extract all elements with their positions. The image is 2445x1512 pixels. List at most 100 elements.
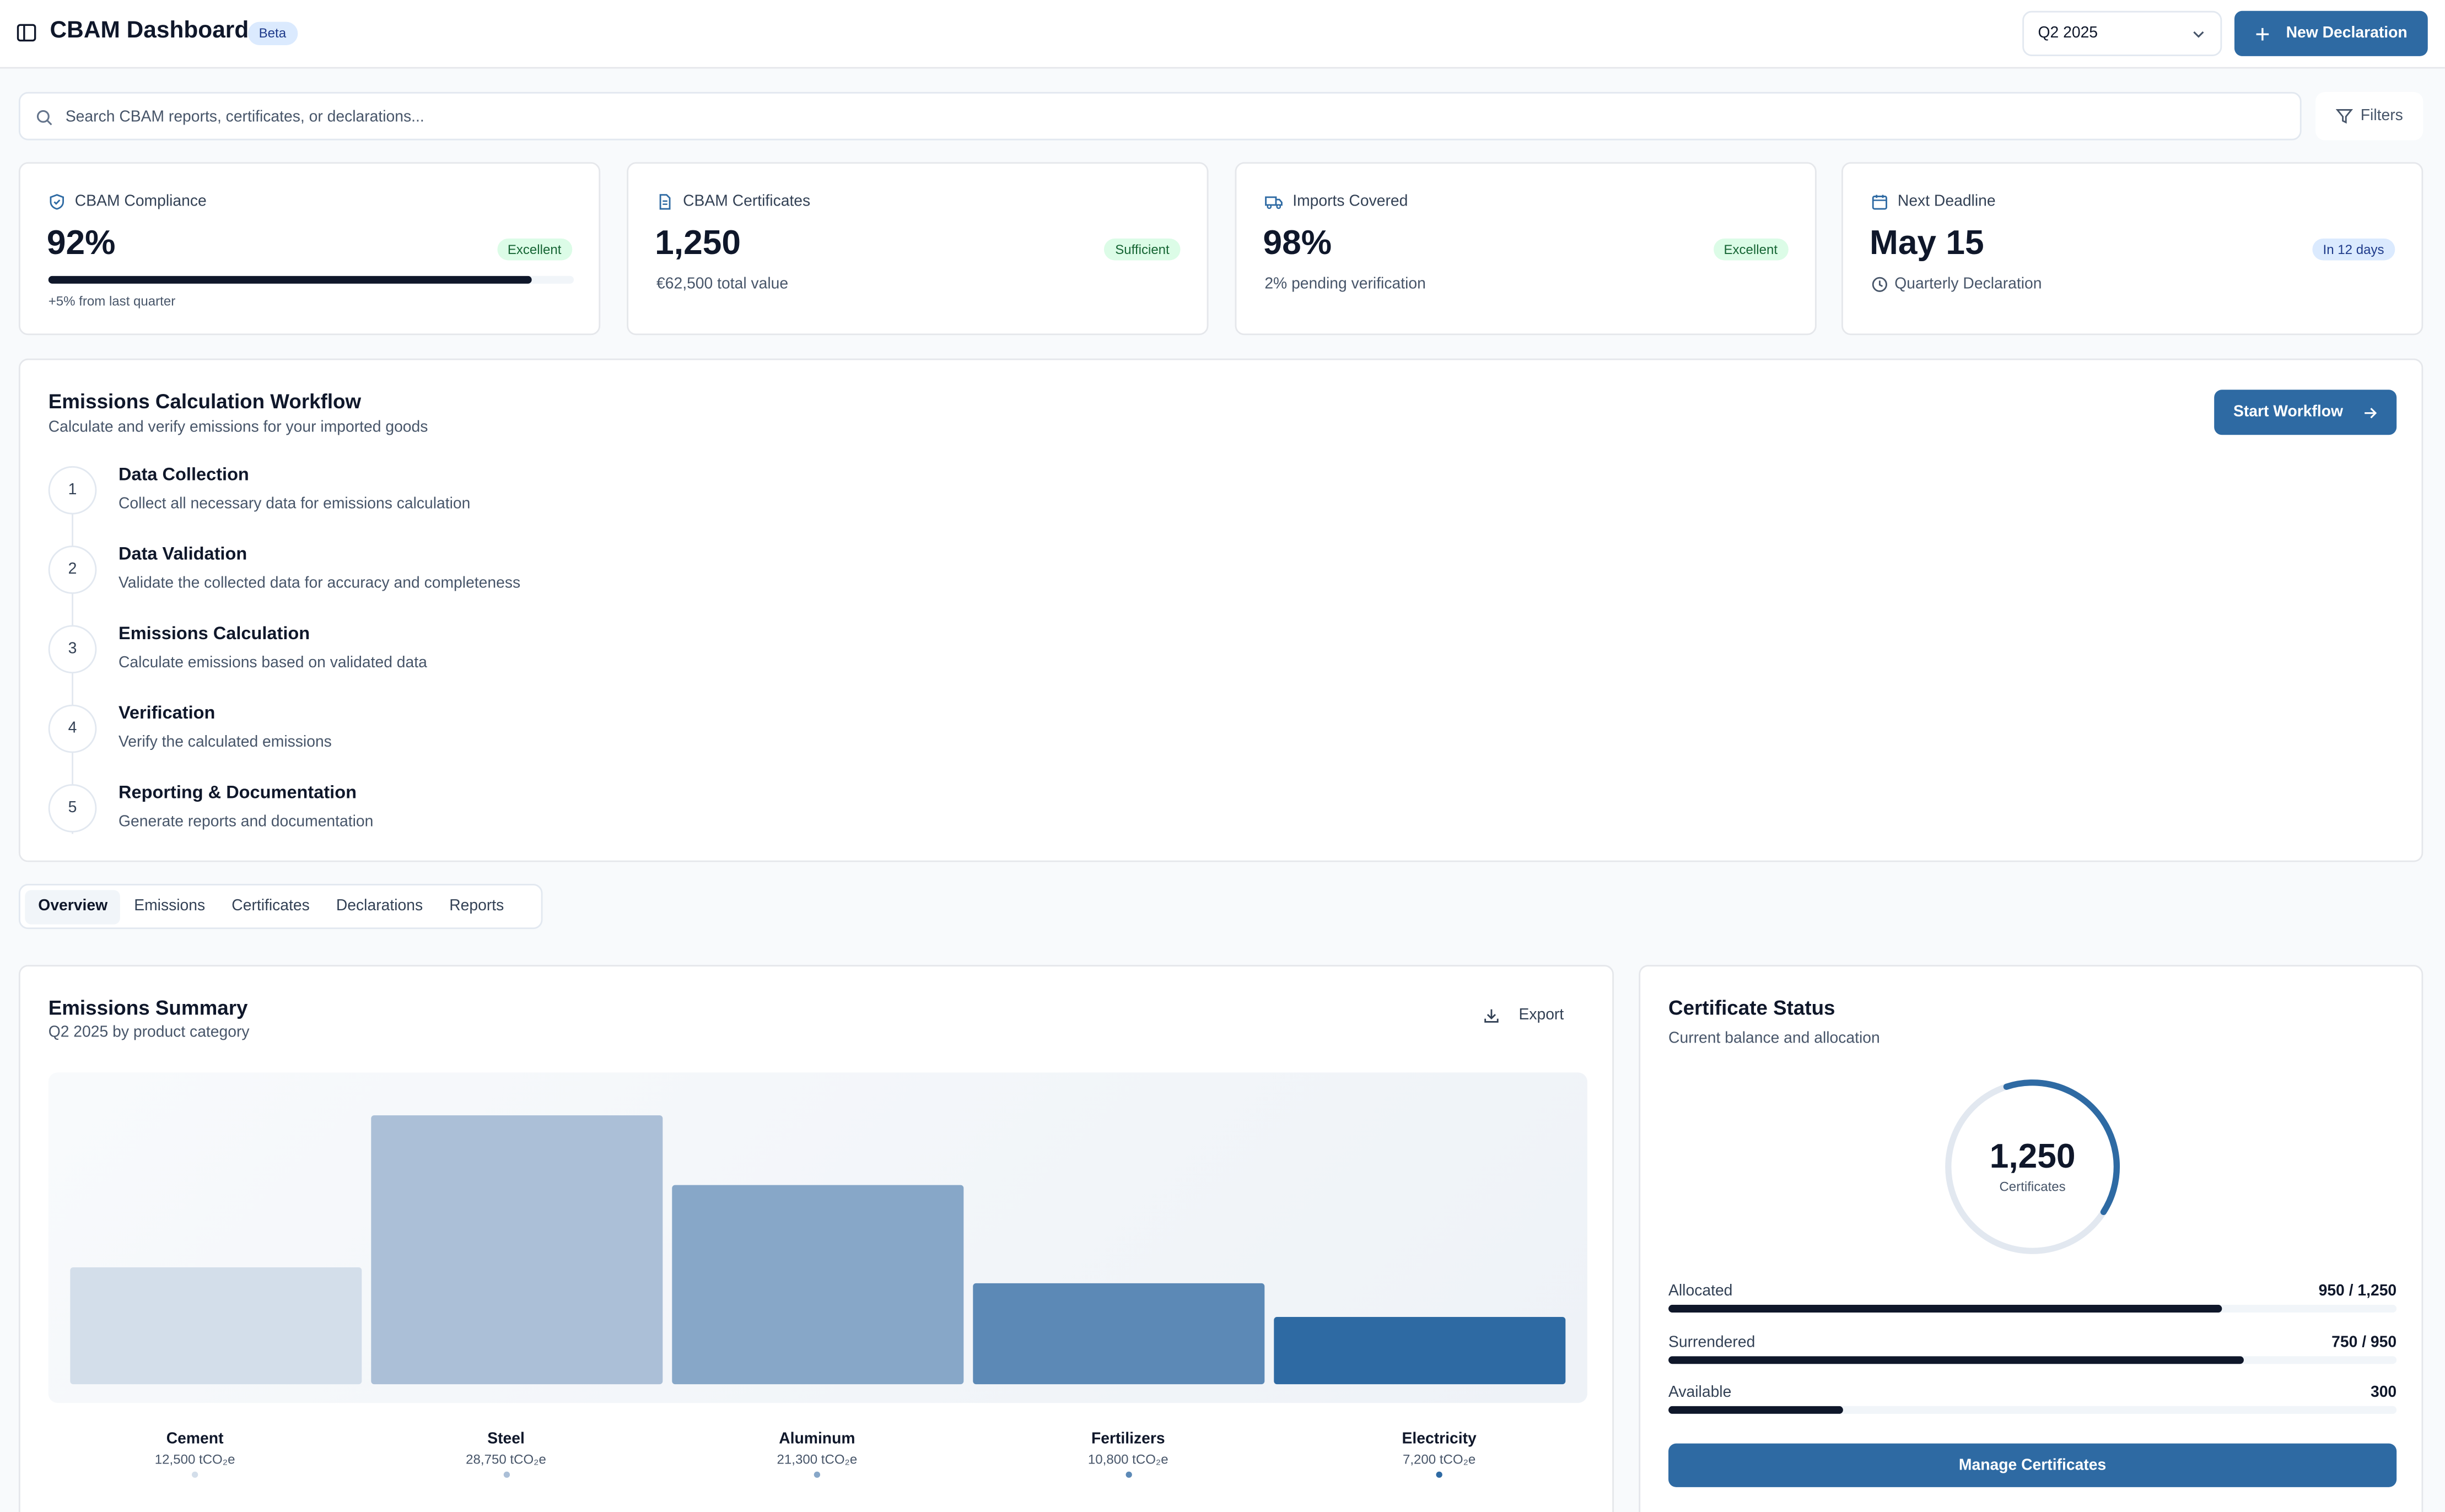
category-value: 28,750 tCO₂e [466, 1451, 546, 1467]
manage-certificates-button[interactable]: Manage Certificates [1668, 1443, 2397, 1487]
period-select-value: Q2 2025 [2038, 25, 2098, 42]
allocated-label: Allocated [1668, 1283, 1733, 1300]
view-tabs: Overview Emissions Certificates Declarat… [18, 884, 543, 930]
export-button[interactable]: Export [1483, 1007, 1564, 1024]
filters-label: Filters [2360, 107, 2403, 125]
calendar-icon [1872, 195, 1887, 210]
workflow-step[interactable]: 1 Data Collection Collect all necessary … [48, 466, 984, 528]
step-number: 5 [48, 784, 97, 833]
emissions-subtitle: Q2 2025 by product category [48, 1024, 250, 1041]
arrow-right-icon [2364, 407, 2377, 418]
allocated-row: Allocated 950 / 1,250 [1668, 1283, 2397, 1313]
imports-label: Imports Covered [1292, 193, 1408, 210]
search-input[interactable] [65, 102, 2249, 131]
compliance-card: CBAM Compliance 92% Excellent +5% from l… [18, 162, 601, 336]
bar-fertilizers[interactable] [973, 1283, 1265, 1385]
imports-status-badge: Excellent [1712, 238, 1789, 261]
category-value: 12,500 tCO₂e [154, 1451, 235, 1467]
workflow-subtitle: Calculate and verify emissions for your … [48, 419, 428, 437]
search-icon [36, 110, 52, 126]
deadline-countdown-badge: In 12 days [2312, 238, 2395, 261]
search-bar [18, 91, 2302, 141]
allocated-bar [1668, 1304, 2397, 1313]
workflow-step[interactable]: 2 Data Validation Validate the collected… [48, 546, 984, 608]
export-label: Export [1518, 1007, 1564, 1024]
compliance-label-row: CBAM Compliance [49, 193, 207, 210]
filter-icon [2335, 109, 2353, 124]
category-name: Electricity [1402, 1431, 1477, 1449]
plus-icon [2256, 27, 2269, 40]
certificates-status-badge: Sufficient [1104, 238, 1181, 261]
imports-pending: 2% pending verification [1264, 276, 1426, 293]
workflow-step[interactable]: 5 Reporting & Documentation Generate rep… [48, 784, 984, 846]
certificate-status-subtitle: Current balance and allocation [1668, 1030, 1880, 1048]
chevron-down-icon [2193, 31, 2204, 38]
file-icon [659, 194, 671, 210]
compliance-change: +5% from last quarter [48, 293, 176, 309]
emissions-bar-chart [70, 1115, 1566, 1385]
filters-button[interactable]: Filters [2315, 91, 2424, 141]
available-value: 300 [2370, 1384, 2397, 1402]
imports-value: 98% [1263, 223, 1332, 262]
step-number: 2 [48, 546, 97, 594]
certificate-status-card: Certificate Status Current balance and a… [1639, 965, 2424, 1512]
certificates-card: CBAM Certificates 1,250 Sufficient €62,5… [627, 162, 1209, 336]
step-description: Collect all necessary data for emissions… [119, 495, 471, 513]
tab-declarations[interactable]: Declarations [336, 897, 423, 915]
category-label: Electricity 7,200 tCO₂e [1345, 1431, 1532, 1478]
step-description: Verify the calculated emissions [119, 734, 332, 752]
bar-aluminum[interactable] [672, 1185, 964, 1385]
page-title: CBAM Dashboard [50, 17, 249, 44]
tab-reports[interactable]: Reports [449, 897, 504, 915]
surrendered-bar [1668, 1356, 2397, 1364]
bar-electricity[interactable] [1274, 1316, 1566, 1385]
category-value: 10,800 tCO₂e [1087, 1451, 1168, 1467]
category-value: 21,300 tCO₂e [777, 1451, 858, 1467]
compliance-status-badge: Excellent [497, 238, 573, 261]
compliance-progress [48, 276, 574, 284]
shield-check-icon [50, 194, 64, 210]
step-description: Calculate emissions based on validated d… [119, 655, 427, 672]
surrendered-value: 750 / 950 [2331, 1334, 2397, 1352]
tab-emissions[interactable]: Emissions [134, 897, 206, 915]
certificates-value: 1,250 [655, 223, 741, 262]
manage-certificates-label: Manage Certificates [1958, 1456, 2107, 1474]
tab-overview[interactable]: Overview [25, 889, 121, 924]
workflow-title: Emissions Calculation Workflow [48, 390, 362, 413]
surrendered-label: Surrendered [1668, 1334, 1755, 1352]
certificates-total-value: €62,500 total value [656, 276, 789, 293]
certificates-label: CBAM Certificates [683, 193, 811, 210]
emissions-title: Emissions Summary [48, 996, 248, 1020]
start-workflow-button[interactable]: Start Workflow [2214, 390, 2397, 435]
step-number: 1 [48, 466, 97, 515]
compliance-value: 92% [46, 223, 116, 262]
category-color-dot [814, 1471, 821, 1478]
top-header: CBAM Dashboard Beta Q2 2025 New Declarat… [0, 0, 2445, 69]
deadline-label: Next Deadline [1897, 193, 1996, 210]
bar-steel[interactable] [371, 1115, 663, 1385]
start-workflow-label: Start Workflow [2233, 403, 2344, 421]
allocated-bar-fill [1668, 1304, 2222, 1313]
certificate-status-title: Certificate Status [1668, 996, 1835, 1020]
sidebar-toggle-icon[interactable] [15, 22, 37, 44]
workflow-step[interactable]: 3 Emissions Calculation Calculate emissi… [48, 625, 984, 687]
certificates-label-row: CBAM Certificates [656, 193, 810, 210]
step-description: Validate the collected data for accuracy… [119, 575, 521, 593]
step-number: 4 [48, 704, 97, 753]
workflow-step[interactable]: 4 Verification Verify the calculated emi… [48, 704, 984, 767]
category-name: Fertilizers [1091, 1431, 1165, 1449]
allocated-value: 950 / 1,250 [2318, 1283, 2397, 1300]
step-number: 3 [48, 625, 97, 674]
step-title: Emissions Calculation [119, 625, 310, 644]
step-title: Data Validation [119, 546, 247, 565]
truck-icon [1265, 196, 1283, 209]
available-row: Available 300 [1668, 1384, 2397, 1414]
certificate-total-label: Certificates [1999, 1178, 2066, 1195]
period-select[interactable]: Q2 2025 [2022, 10, 2222, 56]
bar-cement[interactable] [70, 1267, 362, 1385]
surrendered-bar-fill [1668, 1356, 2244, 1364]
new-declaration-button[interactable]: New Declaration [2234, 10, 2428, 56]
step-title: Data Collection [119, 466, 249, 485]
tab-certificates[interactable]: Certificates [231, 897, 310, 915]
category-name: Steel [487, 1431, 525, 1449]
